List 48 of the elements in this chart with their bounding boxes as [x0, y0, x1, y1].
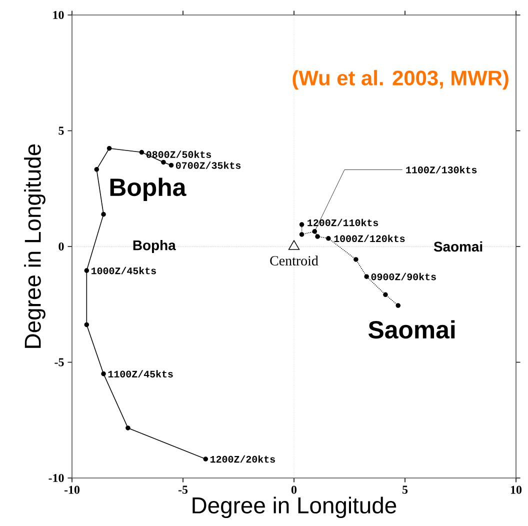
- point: [364, 274, 369, 279]
- annotation: (Wu et al. 2003, MWR): [292, 70, 508, 90]
- point: [126, 426, 130, 430]
- point: [299, 222, 304, 227]
- point: [84, 268, 90, 273]
- x-tick-label: -10: [64, 486, 80, 494]
- point: [203, 456, 208, 462]
- point: [101, 371, 106, 376]
- y-tick-label: 0: [58, 242, 64, 251]
- point: [299, 232, 304, 237]
- series-label: Saomai: [368, 320, 455, 339]
- point: [168, 162, 174, 168]
- y-tick-label: -5: [54, 358, 64, 366]
- y-tick-label: 10: [53, 10, 64, 20]
- annotation: 0800Z/50kts: [146, 150, 212, 158]
- annotation: 0900Z/90kts: [371, 272, 436, 280]
- point: [139, 150, 144, 155]
- y-tick-label: 5: [58, 126, 64, 135]
- annotation: 1200Z/110kts: [308, 218, 378, 226]
- y-tick-label: -10: [48, 474, 64, 482]
- x-axis-title: Degree in Longitude: [192, 496, 396, 518]
- annotation: 1000Z/45kts: [92, 266, 156, 274]
- annotation: 1100Z/130kts: [406, 166, 477, 174]
- point: [312, 229, 318, 234]
- point: [315, 234, 320, 239]
- point: [383, 292, 388, 298]
- point: [396, 303, 401, 308]
- series-label: Bopha: [110, 178, 186, 202]
- point: [326, 236, 331, 241]
- point: [288, 240, 300, 250]
- point: [94, 167, 100, 172]
- x-tick-label: 0: [291, 486, 297, 494]
- point: [106, 146, 112, 151]
- annotation: 1100Z/45kts: [108, 370, 173, 378]
- annotation: 0700Z/35kts: [176, 162, 241, 169]
- annotation: Bopha: [133, 240, 176, 253]
- point: [354, 257, 358, 262]
- annotation: 1200Z/20kts: [210, 455, 275, 463]
- series-label: Centroid: [270, 256, 318, 266]
- x-tick-label: 5: [402, 486, 408, 494]
- point: [101, 212, 106, 217]
- annotation: 1000Z/120kts: [334, 234, 405, 242]
- x-tick-label: -5: [178, 486, 188, 494]
- point: [84, 322, 90, 328]
- annotation: Saomai: [434, 241, 482, 252]
- x-tick-label: 10: [510, 486, 522, 494]
- y-axis-title: Degree in Longitude: [24, 144, 46, 348]
- point: [161, 160, 166, 165]
